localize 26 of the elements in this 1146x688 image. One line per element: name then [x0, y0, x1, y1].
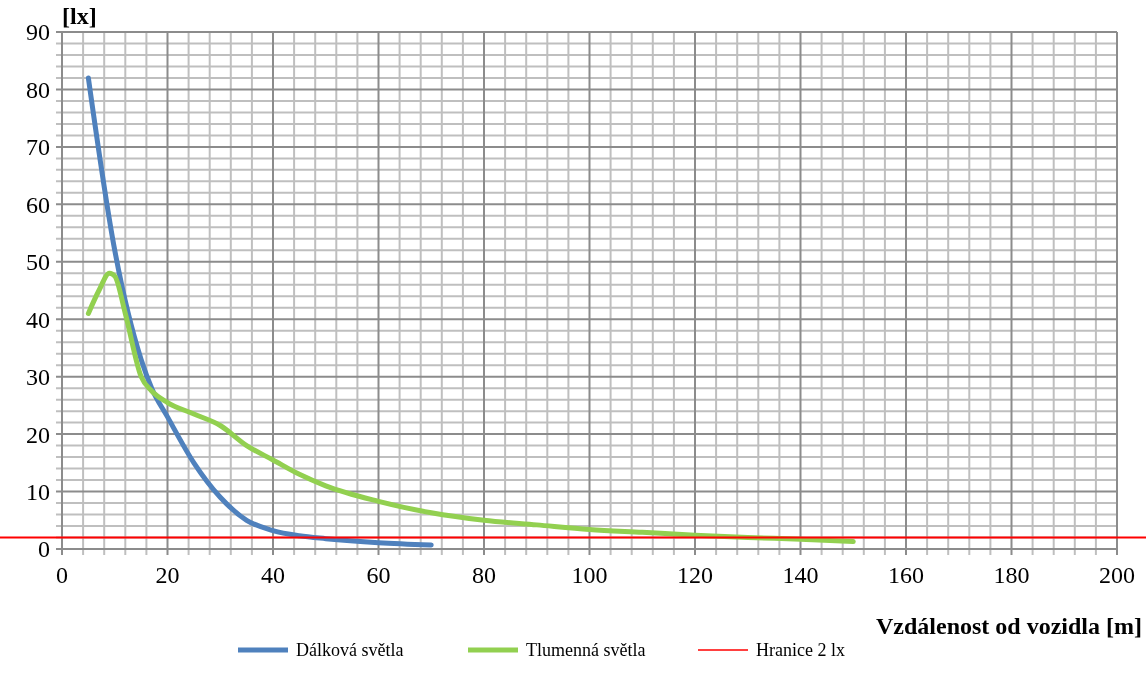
x-tick-label: 0	[56, 562, 68, 588]
y-tick-label: 40	[26, 306, 50, 333]
y-axis-title: [lx]	[62, 3, 97, 29]
y-tick-label: 70	[26, 134, 50, 161]
y-tick-label: 90	[26, 19, 50, 46]
y-tick-label: 30	[26, 364, 50, 391]
x-tick-label: 200	[1099, 562, 1135, 588]
legend-label: Dálková světla	[296, 640, 404, 661]
x-tick-label: 60	[366, 562, 391, 588]
x-tick-label: 140	[782, 562, 819, 588]
legend-label: Tlumenná světla	[526, 640, 646, 661]
x-tick-label: 80	[472, 562, 496, 588]
y-tick-label: 50	[26, 249, 50, 276]
x-tick-label: 100	[571, 562, 608, 588]
y-tick-label: 80	[26, 76, 50, 103]
x-tick-label: 180	[993, 562, 1030, 588]
x-tick-label: 160	[888, 562, 924, 588]
y-tick-label: 10	[26, 478, 50, 505]
legend-label: Hranice 2 lx	[756, 640, 845, 661]
x-tick-label: 40	[261, 562, 285, 588]
x-tick-label: 20	[155, 562, 180, 588]
x-tick-label: 120	[677, 562, 713, 588]
y-tick-label: 60	[26, 191, 50, 218]
y-tick-label: 0	[38, 536, 50, 563]
x-axis-title: Vzdálenost od vozidla [m]	[876, 613, 1142, 639]
y-tick-label: 20	[26, 421, 50, 448]
